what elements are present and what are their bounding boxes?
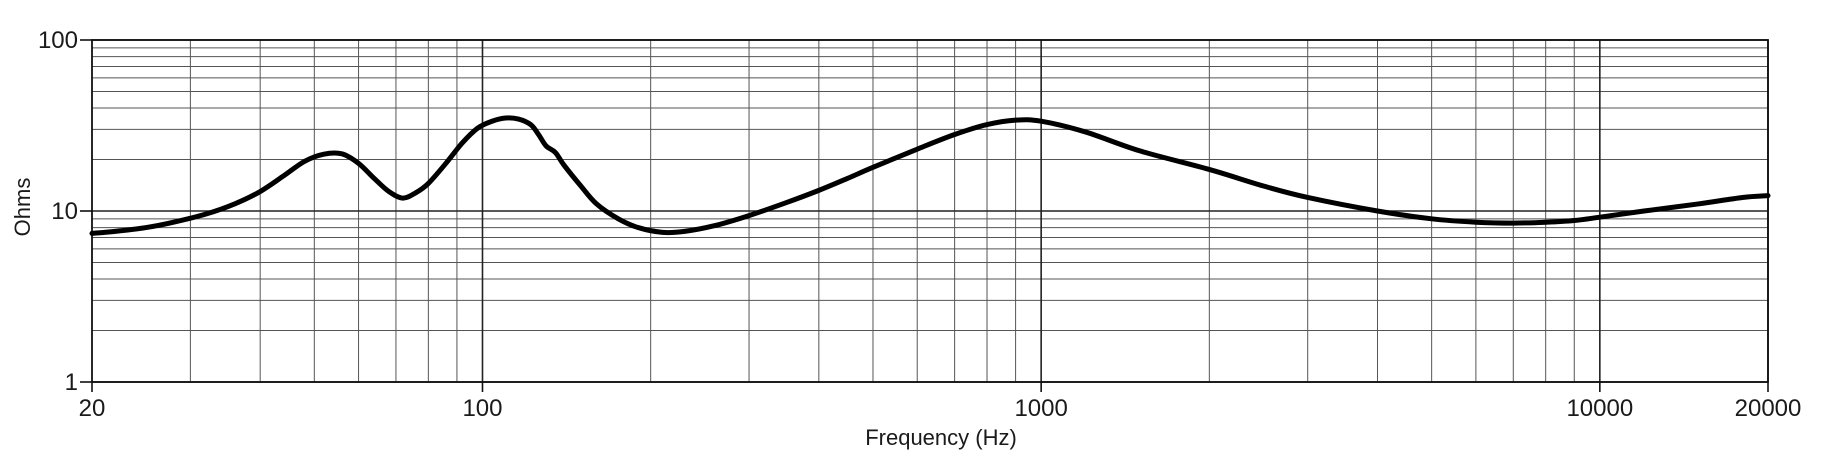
x-tick-label: 100 bbox=[462, 395, 502, 422]
series-layer bbox=[89, 115, 1771, 236]
x-tick-label: 10000 bbox=[1566, 395, 1633, 422]
y-axis-label: Ohms bbox=[10, 178, 35, 237]
y-tick-label: 10 bbox=[51, 198, 78, 225]
x-tick-label: 1000 bbox=[1014, 395, 1067, 422]
x-axis-label: Frequency (Hz) bbox=[865, 425, 1017, 450]
tick-labels: 20 100 1000 10000 20000 1 10 100 bbox=[38, 27, 1801, 422]
x-tick-label: 20 bbox=[79, 395, 106, 422]
y-tick-label: 100 bbox=[38, 27, 78, 54]
y-tick-label: 1 bbox=[65, 369, 78, 396]
x-tick-label: 20000 bbox=[1735, 395, 1802, 422]
impedance-series-line bbox=[89, 115, 1771, 236]
